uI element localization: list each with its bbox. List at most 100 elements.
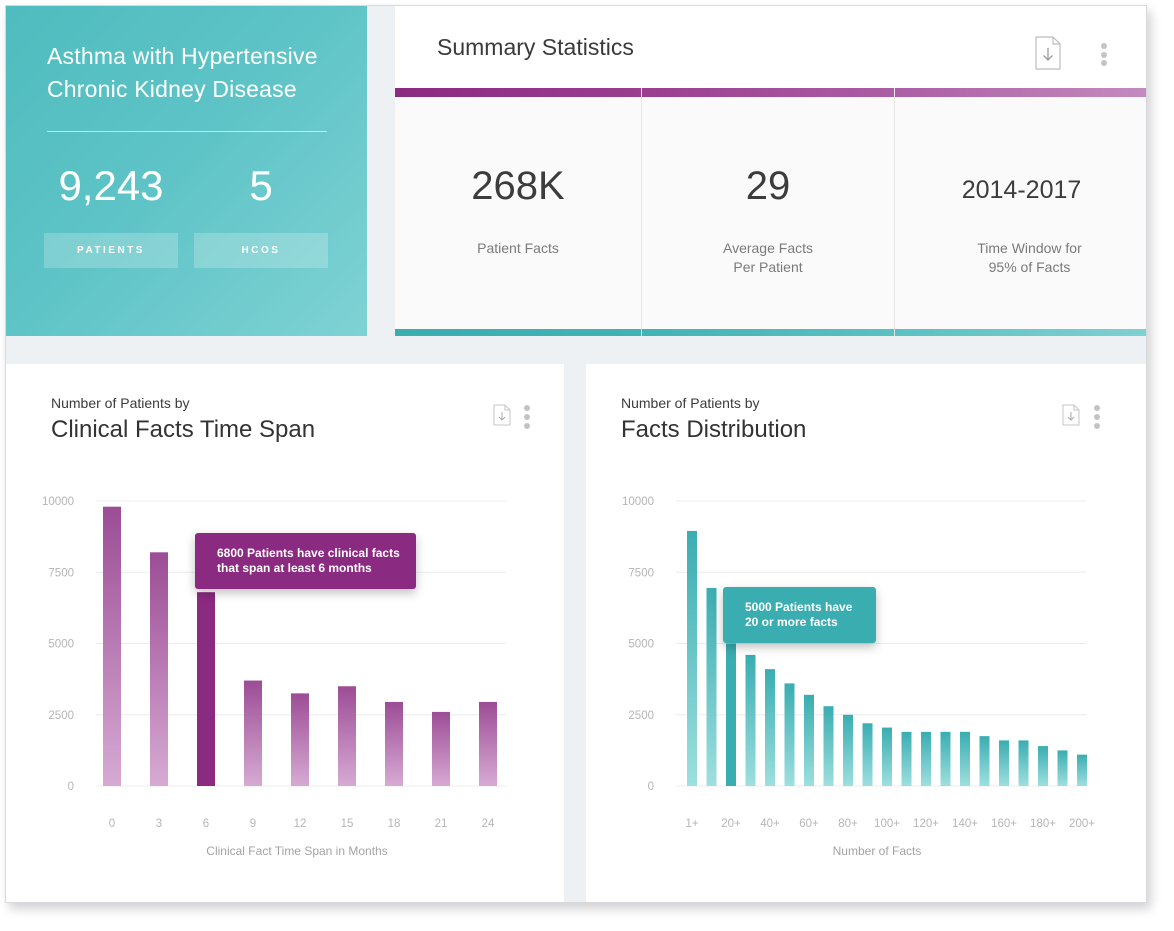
stat-label-line2: 95% of Facts [988, 259, 1071, 275]
chart-tooltip: 5000 Patients have 20 or more facts [723, 587, 876, 643]
cohort-card: Asthma with Hypertensive Chronic Kidney … [6, 6, 367, 336]
chart-title: Facts Distribution [621, 416, 807, 443]
x-tick-label: 40+ [760, 818, 780, 830]
y-tick-label: 0 [648, 781, 654, 793]
x-tick-label: 100+ [874, 818, 900, 830]
y-tick-label: 7500 [48, 567, 74, 579]
bar[interactable] [979, 736, 990, 786]
y-tick-label: 5000 [48, 639, 74, 651]
bar[interactable] [1057, 750, 1068, 786]
tooltip-line2: that span at least 6 months [217, 561, 372, 575]
bar[interactable] [901, 731, 912, 786]
x-tick-label: 180+ [1030, 818, 1056, 830]
patients-button[interactable]: PATIENTS [44, 233, 178, 268]
bar[interactable] [921, 731, 931, 786]
bar[interactable] [1038, 746, 1048, 786]
file-download-icon[interactable] [1062, 404, 1080, 426]
x-tick-label: 6 [203, 818, 209, 830]
x-axis-label: Number of Facts [833, 844, 922, 858]
bar[interactable] [784, 683, 795, 786]
y-tick-label: 5000 [628, 639, 654, 651]
bar[interactable] [960, 731, 970, 786]
stat-time-window: 2014-2017 Time Window for 95% of Facts [895, 88, 1146, 336]
bar[interactable] [150, 552, 168, 786]
bar[interactable] [745, 654, 756, 786]
bar[interactable] [843, 714, 853, 786]
stat-patient-facts: 268K Patient Facts [395, 88, 642, 336]
facts-distribution-chart-panel: Number of Patients by Facts Distribution… [586, 364, 1146, 902]
file-download-icon[interactable] [1034, 36, 1062, 70]
stat-accent-bar [395, 88, 641, 97]
x-tick-label: 15 [341, 818, 354, 830]
summary-statistics-panel: Summary Statistics 268K Patient Facts 29… [395, 6, 1146, 336]
divider [47, 131, 327, 132]
bar[interactable] [882, 727, 892, 786]
x-tick-label: 140+ [952, 818, 978, 830]
x-tick-label: 80+ [838, 818, 858, 830]
dashboard: Asthma with Hypertensive Chronic Kidney … [5, 5, 1147, 903]
stat-accent-bar [642, 329, 894, 336]
stat-value: 2014-2017 [961, 176, 1082, 204]
file-download-icon[interactable] [493, 404, 511, 426]
summary-header: Summary Statistics [395, 6, 1146, 88]
x-tick-label: 0 [109, 818, 115, 830]
y-tick-label: 2500 [48, 710, 74, 722]
bar[interactable] [765, 669, 775, 786]
stat-label-line1: Average Facts [722, 240, 813, 256]
bar[interactable] [103, 506, 121, 786]
chart-subtitle: Number of Patients by [621, 395, 760, 411]
chart-title: Clinical Facts Time Span [51, 416, 316, 443]
stat-accent-bar [395, 329, 641, 336]
hcos-button[interactable]: HCOS [194, 233, 328, 268]
facts-distribution-bar-chart: 0 2500 5000 7500 10000 1+ 20+ 40+ 60+ 80+ 100+ 120+… [622, 496, 1095, 858]
x-tick-label: 18 [388, 818, 401, 830]
bar[interactable] [804, 694, 814, 786]
x-tick-label: 9 [250, 818, 256, 830]
bar[interactable] [1077, 754, 1087, 786]
bar[interactable] [338, 686, 356, 786]
bar[interactable] [479, 701, 497, 786]
x-tick-label: 20+ [721, 818, 741, 830]
x-tick-label: 24 [482, 818, 495, 830]
x-tick-label: 12 [294, 818, 307, 830]
bar[interactable] [940, 731, 951, 786]
bar[interactable] [291, 693, 309, 786]
stat-label-line1: Time Window for [977, 240, 1082, 256]
more-vertical-icon[interactable] [1092, 405, 1102, 429]
bar[interactable] [823, 706, 834, 786]
tooltip-line1: 5000 Patients have [745, 600, 853, 614]
bar[interactable] [1018, 740, 1029, 786]
chart-tooltip: 6800 Patients have clinical facts that sp… [195, 533, 416, 589]
bar[interactable] [385, 701, 403, 786]
y-tick-label: 10000 [622, 496, 654, 508]
tooltip-line2: 20 or more facts [745, 615, 838, 629]
stat-accent-bar [895, 88, 1146, 97]
chart-subtitle: Number of Patients by [51, 395, 190, 411]
stat-average-facts: 29 Average Facts Per Patient [642, 88, 895, 336]
stat-value: 29 [745, 164, 791, 208]
bar[interactable] [862, 723, 873, 786]
more-vertical-icon[interactable] [1099, 43, 1109, 66]
bar[interactable] [999, 740, 1009, 786]
patients-count: 9,243 [58, 162, 164, 209]
x-tick-label: 60+ [799, 818, 819, 830]
y-tick-label: 7500 [628, 567, 654, 579]
x-tick-label: 160+ [991, 818, 1017, 830]
bar[interactable] [432, 711, 450, 786]
hcos-count: 5 [249, 162, 273, 209]
stat-accent-bar [895, 329, 1146, 336]
bar[interactable] [687, 530, 697, 786]
x-tick-label: 3 [156, 818, 162, 830]
more-vertical-icon[interactable] [522, 405, 532, 429]
cohort-title: Asthma with Hypertensive Chronic Kidney … [47, 43, 318, 102]
bar[interactable] [197, 592, 215, 786]
x-tick-label: 21 [435, 818, 448, 830]
bar[interactable] [726, 643, 736, 787]
stat-label-line2: Per Patient [733, 259, 803, 275]
bar[interactable] [244, 680, 262, 786]
x-tick-label: 1+ [685, 818, 698, 830]
x-tick-label: 120+ [913, 818, 939, 830]
bar[interactable] [706, 587, 717, 786]
summary-title: Summary Statistics [437, 34, 634, 60]
time-span-bar-chart: 0 2500 5000 7500 10000 0 3 6 9 12 15 18 21 24 Clinical… [42, 496, 506, 858]
